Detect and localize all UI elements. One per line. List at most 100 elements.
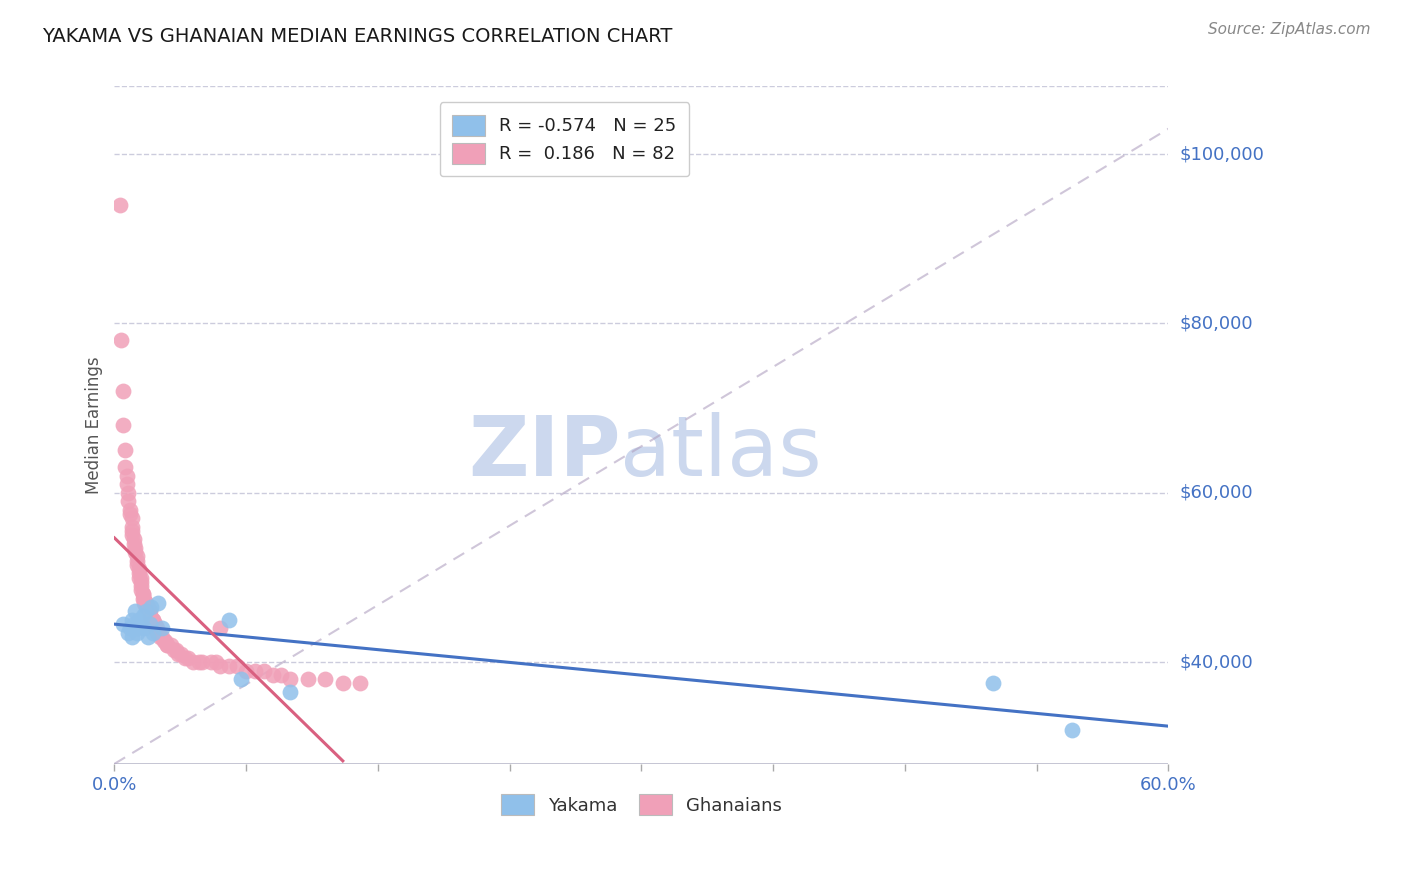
Point (129, 570, 152, 584)
Point (138, 617, 160, 632)
Point (131, 587, 153, 601)
Text: YAKAMA VS GHANAIAN MEDIAN EARNINGS CORRELATION CHART: YAKAMA VS GHANAIAN MEDIAN EARNINGS CORRE… (42, 27, 672, 45)
Point (332, 676, 354, 690)
Point (148, 625, 170, 640)
Point (115, 469, 138, 483)
Point (135, 596, 157, 610)
Point (143, 617, 166, 632)
Point (205, 655, 228, 669)
Point (152, 634, 174, 648)
Point (138, 608, 160, 623)
Point (115, 477, 138, 491)
Point (131, 591, 153, 606)
Point (156, 638, 179, 652)
Text: $80,000: $80,000 (1180, 315, 1253, 333)
Point (120, 621, 142, 635)
Text: $60,000: $60,000 (1180, 483, 1253, 502)
Point (142, 617, 165, 632)
Point (134, 596, 156, 610)
Point (121, 511, 143, 525)
Point (121, 519, 143, 533)
Point (114, 460, 136, 475)
Point (187, 655, 209, 669)
Point (127, 625, 149, 640)
Point (131, 587, 153, 601)
Text: atlas: atlas (620, 412, 823, 492)
Point (166, 647, 188, 661)
Text: $40,000: $40,000 (1180, 653, 1253, 671)
Point (124, 545, 146, 559)
Point (253, 664, 276, 678)
Point (314, 672, 336, 686)
Point (121, 528, 143, 542)
Point (124, 541, 146, 555)
Point (112, 418, 135, 433)
Point (120, 507, 142, 521)
Point (165, 642, 187, 657)
Point (235, 664, 257, 678)
Point (297, 672, 319, 686)
Point (117, 494, 139, 508)
Point (129, 579, 152, 593)
Point (112, 617, 135, 632)
Point (138, 608, 160, 623)
Point (208, 621, 231, 635)
Y-axis label: Median Earnings: Median Earnings (86, 356, 103, 494)
Point (127, 621, 149, 635)
Point (145, 625, 167, 640)
Point (121, 630, 143, 644)
Point (128, 566, 150, 581)
Point (142, 613, 165, 627)
Point (138, 604, 160, 618)
Point (156, 638, 179, 652)
Point (121, 524, 143, 538)
Point (170, 647, 193, 661)
Point (349, 676, 371, 690)
Point (135, 604, 157, 618)
Point (150, 630, 173, 644)
Point (128, 613, 150, 627)
Point (200, 655, 222, 669)
Text: ZIP: ZIP (468, 412, 620, 492)
Point (183, 655, 205, 669)
Point (148, 596, 170, 610)
Point (278, 672, 301, 686)
Point (142, 625, 165, 640)
Point (218, 659, 240, 673)
Point (145, 621, 167, 635)
Point (134, 591, 156, 606)
Point (1060, 723, 1083, 737)
Point (117, 625, 139, 640)
Point (981, 676, 1004, 690)
Point (127, 549, 149, 564)
Point (108, 198, 131, 212)
Point (127, 553, 149, 567)
Point (143, 621, 166, 635)
Point (150, 621, 173, 635)
Point (129, 574, 152, 589)
Point (136, 630, 159, 644)
Point (218, 613, 240, 627)
Point (122, 617, 145, 632)
Point (122, 536, 145, 550)
Point (262, 668, 284, 682)
Point (128, 570, 150, 584)
Text: $100,000: $100,000 (1180, 145, 1264, 163)
Point (110, 334, 132, 348)
Point (122, 533, 145, 547)
Point (114, 443, 136, 458)
Point (226, 659, 249, 673)
Point (163, 642, 186, 657)
Point (127, 558, 149, 572)
Point (124, 604, 146, 618)
Point (129, 617, 152, 632)
Point (208, 659, 231, 673)
Point (159, 638, 181, 652)
Text: Source: ZipAtlas.com: Source: ZipAtlas.com (1208, 22, 1371, 37)
Point (136, 600, 159, 615)
Point (121, 613, 143, 627)
Point (141, 600, 163, 615)
Point (155, 634, 177, 648)
Point (191, 655, 214, 669)
Point (141, 613, 163, 627)
